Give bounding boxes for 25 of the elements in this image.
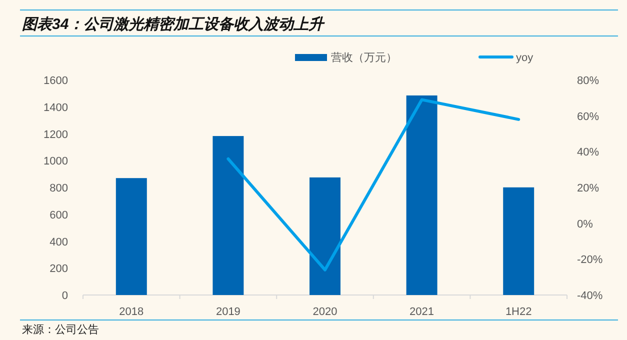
annotation: 来源：公司公告 [22,324,99,336]
ytick: 1200 [44,128,68,141]
y2tick: 0% [577,218,593,230]
y2tick: -20% [577,254,603,266]
ytick: 800 [50,182,68,194]
ytick: 200 [50,263,68,276]
xtick: 2019 [216,306,240,318]
xtick: 1H22 [505,306,532,318]
y2tick: 40% [577,146,600,159]
y2tick: 80% [577,75,600,87]
xtick: 2018 [119,306,144,318]
ytick: 1000 [44,156,68,168]
legend-label: 营收（万元） [331,52,397,64]
ytick: 600 [50,209,68,222]
y2tick: -40% [577,290,603,302]
ytick: 1400 [44,102,68,114]
ytick: 400 [50,236,68,248]
legend-label: yoy [516,52,534,64]
y2tick: 60% [577,110,600,123]
xtick: 2021 [410,306,434,318]
y2tick: 20% [577,182,600,194]
title: 图表34：公司激光精密加工设备收入波动上升 [22,16,324,33]
xtick: 2020 [312,306,338,318]
ytick: 0 [62,290,68,302]
ytick: 1600 [44,75,68,87]
